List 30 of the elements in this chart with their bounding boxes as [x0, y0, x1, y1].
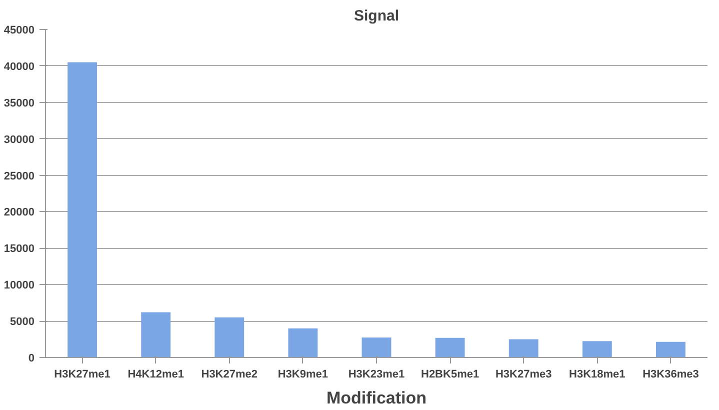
y-tick-label: 15000 [4, 243, 35, 256]
x-tick-label: H3K36me3 [642, 368, 699, 380]
x-tick-label: H3K23me1 [348, 368, 405, 380]
y-tick-label: 30000 [4, 134, 35, 146]
bar [141, 312, 171, 358]
x-tick-label: H3K27me2 [201, 368, 258, 380]
y-tick-label: 5000 [10, 316, 35, 328]
x-tick-label: H4K12me1 [128, 368, 184, 380]
y-tick-label: 0 [28, 352, 35, 364]
x-axis-title: Modification [326, 388, 427, 408]
bar [435, 338, 465, 358]
x-tick-label: H3K27me3 [495, 368, 552, 380]
y-tick-label: 20000 [4, 206, 35, 219]
x-tick-label: H3K27me1 [54, 368, 110, 380]
bar [362, 337, 392, 358]
bar [656, 342, 686, 358]
x-tick-label: H2BK5me1 [421, 368, 480, 380]
y-tick-label: 40000 [4, 60, 35, 73]
y-tick-label: 10000 [4, 280, 35, 292]
x-tick-label: H3K18me1 [569, 368, 626, 380]
bar [68, 62, 97, 358]
y-tick-label: 45000 [4, 24, 35, 36]
bar [582, 341, 612, 358]
y-tick-label: 35000 [4, 97, 35, 110]
bar [508, 339, 538, 358]
chart-title: Signal [354, 8, 400, 24]
bar [288, 328, 318, 358]
bar [214, 317, 244, 358]
x-tick-label: H3K9me1 [278, 368, 328, 380]
y-tick-label: 25000 [4, 170, 35, 182]
